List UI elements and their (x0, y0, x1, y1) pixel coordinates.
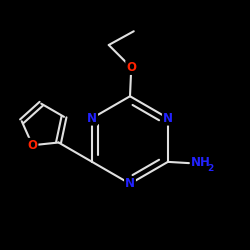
Text: N: N (125, 177, 135, 190)
Text: 2: 2 (207, 164, 214, 173)
Text: N: N (87, 112, 97, 124)
Text: O: O (126, 61, 136, 74)
Text: O: O (28, 139, 38, 152)
Text: N: N (163, 112, 173, 124)
Text: NH: NH (190, 156, 210, 169)
